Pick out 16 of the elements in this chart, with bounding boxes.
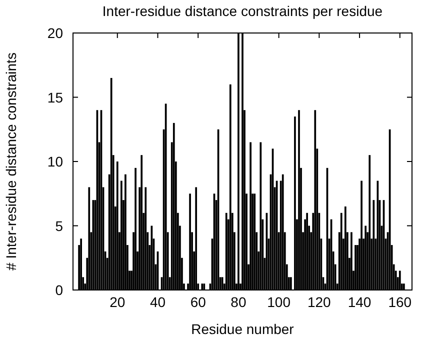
y-tick-label: 15 [47,89,64,106]
x-tick-label: 160 [388,294,412,310]
x-tick-label: 40 [150,294,166,310]
y-tick-label: 0 [55,282,64,298]
y-axis-title: # Inter-residue distance constraints [3,52,19,270]
x-tick-label: 60 [190,294,206,310]
x-tick-label: 100 [267,294,291,310]
x-tick-label: 20 [110,294,126,310]
y-tick-label: 5 [55,218,64,234]
x-tick-label: 120 [308,294,332,310]
x-tick-label: 140 [348,294,372,310]
chart-title: Inter-residue distance constraints per residue [102,3,383,19]
x-axis-title: Residue number [191,321,294,337]
x-tick-label: 80 [230,294,246,310]
y-tick-label: 20 [47,25,64,41]
y-tick-label: 10 [47,154,64,170]
